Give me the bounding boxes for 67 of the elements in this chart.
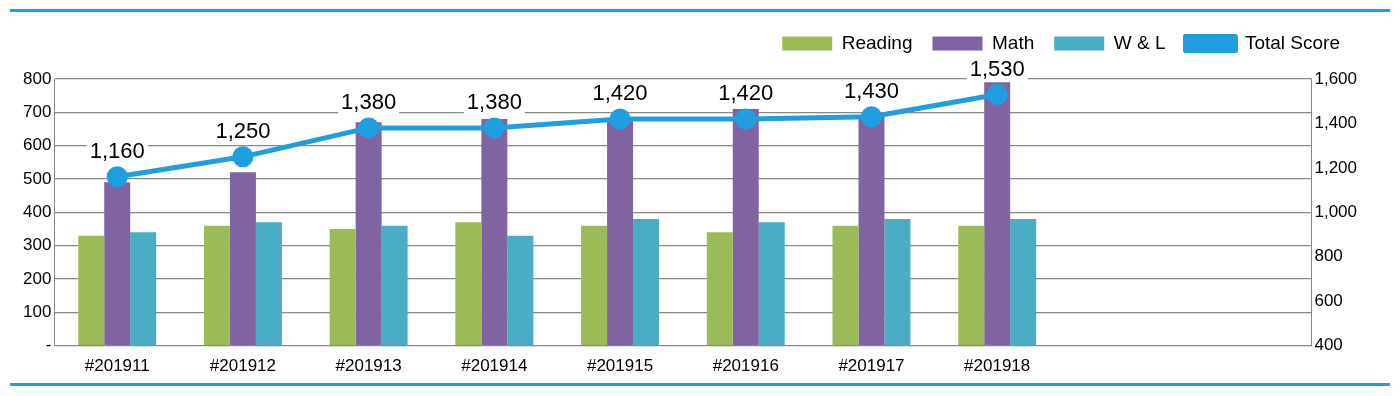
x-tick-label: #201914 <box>461 356 528 376</box>
y-tick-label: 300 <box>22 235 52 255</box>
bar <box>255 222 282 345</box>
bar <box>381 225 408 345</box>
data-label: 1,160 <box>89 137 145 163</box>
bar <box>832 225 859 345</box>
y-tick-label: 600 <box>22 135 52 155</box>
x-tick-label: #201918 <box>964 356 1031 376</box>
point <box>860 106 882 128</box>
x-tick-label: #201913 <box>335 356 402 376</box>
y-tick-label: - <box>45 335 52 355</box>
x-tick-label: #201917 <box>838 356 905 376</box>
y2-tick-label: 600 <box>1314 290 1343 310</box>
y2-tick-label: 1,400 <box>1314 113 1358 133</box>
y-tick-label: 200 <box>22 268 52 288</box>
point <box>232 146 254 168</box>
y2-tick-label: 1,200 <box>1314 157 1358 177</box>
x-tick-label: #201915 <box>586 356 654 376</box>
bar <box>858 115 885 345</box>
point <box>609 108 631 130</box>
point <box>358 117 380 139</box>
y2-tick-label: 1,600 <box>1314 68 1358 88</box>
bar <box>958 225 985 345</box>
y2-tick-label: 800 <box>1314 246 1343 266</box>
bar <box>884 218 911 345</box>
bar <box>481 118 508 345</box>
x-tick-label: #201916 <box>712 356 779 376</box>
bar <box>732 108 759 345</box>
bar <box>130 232 157 345</box>
bar <box>203 225 230 345</box>
data-label: 1,530 <box>969 55 1025 81</box>
legend-label: Math <box>991 31 1035 53</box>
point <box>483 117 505 139</box>
data-label: 1,250 <box>215 117 271 143</box>
bar <box>706 232 733 345</box>
bar <box>607 118 634 345</box>
point <box>106 166 128 188</box>
bar <box>78 235 105 345</box>
data-label: 1,380 <box>341 88 397 114</box>
legend-label: Reading <box>841 31 913 53</box>
y-tick-label: 400 <box>22 201 52 221</box>
x-tick-label: #201912 <box>209 356 277 376</box>
bar <box>455 222 482 345</box>
bar <box>104 182 131 345</box>
bar <box>758 222 785 345</box>
data-label: 1,380 <box>466 88 522 114</box>
data-label: 1,430 <box>843 77 900 103</box>
bar <box>581 225 608 345</box>
legend-label: W & L <box>1113 31 1166 53</box>
y-tick-label: 800 <box>22 68 52 88</box>
legend-label: Total Score <box>1244 31 1340 53</box>
point <box>986 84 1008 106</box>
bar <box>229 172 256 345</box>
x-tick-label: #201911 <box>84 356 150 376</box>
data-label: 1,420 <box>592 80 648 106</box>
y-tick-label: 100 <box>22 301 52 321</box>
point <box>735 108 757 130</box>
y-tick-label: 700 <box>22 102 52 122</box>
y-tick-label: 500 <box>22 168 52 188</box>
bar <box>507 235 534 345</box>
bar <box>1010 218 1037 345</box>
bar <box>355 122 382 345</box>
y2-tick-label: 1,000 <box>1314 201 1358 221</box>
y2-tick-label: 400 <box>1314 335 1343 355</box>
bar <box>329 228 356 345</box>
bar <box>633 218 660 345</box>
data-label: 1,420 <box>718 80 774 106</box>
